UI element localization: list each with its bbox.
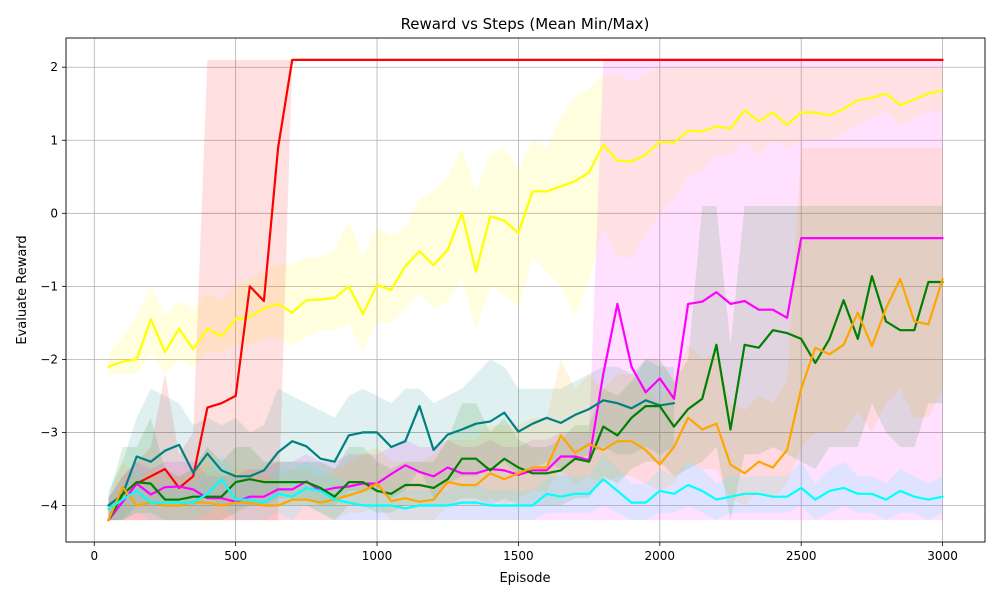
grid: [66, 38, 985, 542]
series-1-mean-line: [107, 58, 944, 522]
x-tick-label: 500: [224, 549, 247, 563]
series-6-minmax-band: [108, 454, 943, 521]
x-tick-label: 3000: [927, 549, 958, 563]
series-lines: [107, 58, 944, 522]
series-1-minmax-band: [108, 59, 943, 521]
y-axis-label: Evaluate Reward: [15, 235, 30, 344]
series-0-mean-line: [107, 89, 944, 368]
plot-frame: [65, 37, 986, 543]
x-tick-label: 2500: [786, 549, 817, 563]
series-bands: [108, 59, 943, 521]
y-tick-label: −3: [40, 425, 58, 439]
x-tick-label: 2000: [645, 549, 676, 563]
y-tick-label: 2: [50, 60, 58, 74]
y-tick-label: −2: [40, 352, 58, 366]
y-tick-label: 0: [50, 206, 58, 220]
series-4-minmax-band: [108, 206, 943, 521]
series-5-mean-line: [107, 277, 944, 522]
y-axis-ticks: −4 −3 −2 −1 0 1 2: [40, 60, 66, 512]
series-3-mean-line: [107, 399, 676, 507]
x-tick-label: 0: [90, 549, 98, 563]
x-axis-ticks: 0 500 1000 1500 2000 2500 3000: [90, 542, 958, 563]
series-0-minmax-band: [108, 67, 943, 374]
x-tick-label: 1500: [503, 549, 534, 563]
series-2-mean-line: [107, 237, 944, 522]
y-tick-label: −1: [40, 279, 58, 293]
series-6-mean-line: [107, 478, 944, 511]
y-tick-label: 1: [50, 133, 58, 147]
series-5-minmax-band: [108, 147, 943, 521]
y-tick-label: −4: [40, 498, 58, 512]
chart-title: Reward vs Steps (Mean Min/Max): [401, 15, 650, 33]
x-axis-label: Episode: [499, 571, 550, 586]
x-tick-label: 1000: [362, 549, 393, 563]
